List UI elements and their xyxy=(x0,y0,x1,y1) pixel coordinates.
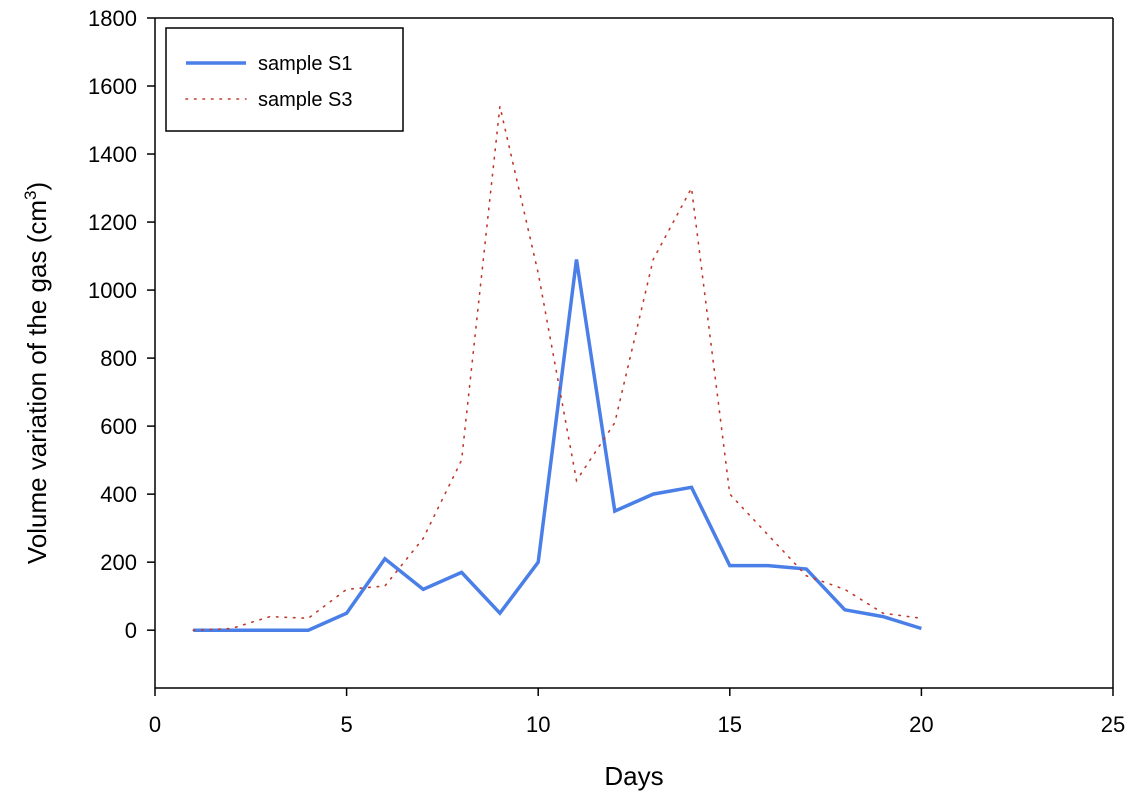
y-tick-label: 600 xyxy=(100,414,137,439)
y-tick-label: 1200 xyxy=(88,210,137,235)
y-axis-title: Volume variation of the gas (cm3) xyxy=(21,182,52,564)
y-tick-label: 800 xyxy=(100,346,137,371)
y-axis-title-text: Volume variation of the gas (cm xyxy=(22,200,52,564)
y-tick-label: 1000 xyxy=(88,278,137,303)
y-tick-label: 0 xyxy=(125,618,137,643)
y-tick-label: 200 xyxy=(100,550,137,575)
series-line-sample-s1 xyxy=(193,259,922,632)
x-tick-label: 25 xyxy=(1101,712,1125,737)
x-tick-label: 20 xyxy=(909,712,933,737)
y-tick-label: 1400 xyxy=(88,142,137,167)
y-tick-label: 400 xyxy=(100,482,137,507)
series-layer xyxy=(192,106,923,632)
y-axis-title-suffix: ) xyxy=(22,182,52,191)
x-tick-label: 15 xyxy=(718,712,742,737)
x-tick-label: 5 xyxy=(340,712,352,737)
y-tick-label: 1600 xyxy=(88,74,137,99)
x-tick-label: 0 xyxy=(149,712,161,737)
x-tick-label: 10 xyxy=(526,712,550,737)
y-axis-ticks: 0 200 400 600 800 1000 1200 1400 1600 1800 xyxy=(88,6,155,643)
x-axis-ticks: 0 5 10 15 20 25 xyxy=(149,688,1125,737)
y-axis-title-superscript: 3 xyxy=(21,191,40,200)
legend-label-sample-s1: sample S1 xyxy=(258,53,353,75)
legend-box xyxy=(165,27,404,132)
legend: sample S1 sample S3 xyxy=(165,27,404,132)
legend-label-sample-s3: sample S3 xyxy=(258,89,353,111)
x-axis-title: Days xyxy=(604,761,663,791)
y-tick-label: 1800 xyxy=(88,6,137,31)
series-line-sample-s3 xyxy=(192,106,923,632)
